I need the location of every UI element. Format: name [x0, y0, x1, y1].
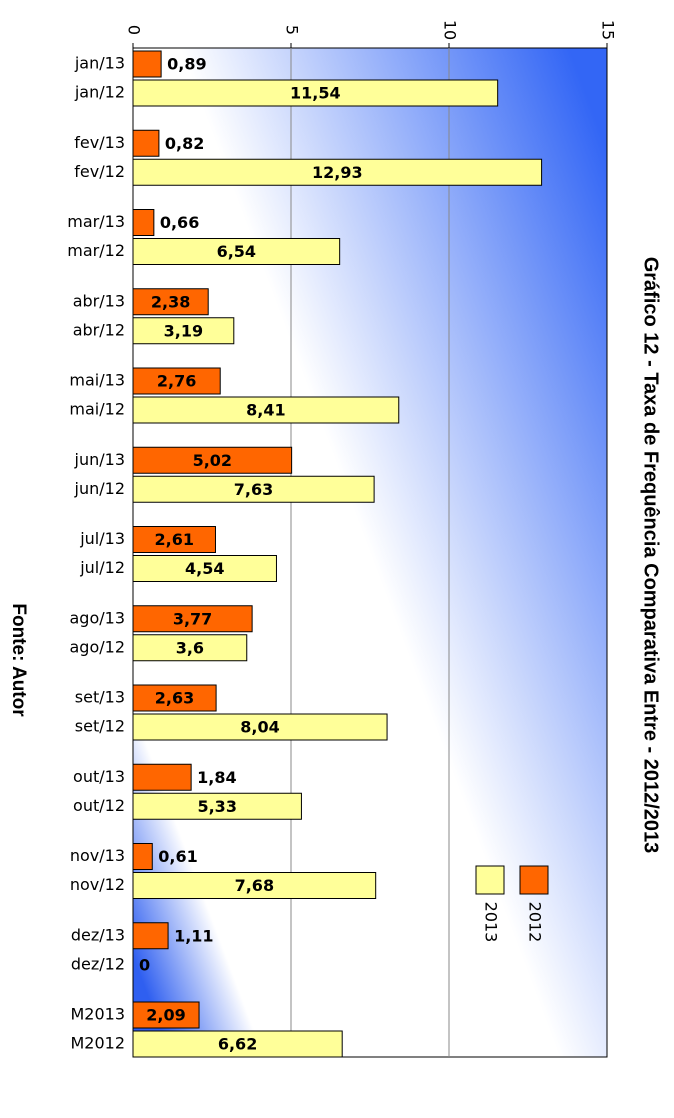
bar — [132, 475, 375, 503]
data-label: 3,6 — [176, 638, 204, 657]
bar — [132, 50, 162, 78]
y-tick-label: M2013 — [70, 1005, 125, 1024]
bar — [132, 158, 543, 186]
data-label: 8,04 — [240, 718, 279, 737]
bar — [132, 763, 192, 791]
x-tick-label: 10 — [441, 20, 460, 40]
chart-title: Gráfico 12 - Taxa de Frequência Comparat… — [640, 257, 662, 854]
bar — [132, 922, 169, 950]
y-tick-label: ago/13 — [70, 608, 126, 627]
data-label: 2,61 — [154, 530, 193, 549]
data-label: 12,93 — [312, 163, 363, 182]
data-label: 2,63 — [155, 689, 194, 708]
data-label: 0,61 — [158, 847, 197, 866]
bar — [132, 713, 388, 741]
bar — [132, 288, 209, 316]
data-label: 5,33 — [197, 797, 236, 816]
y-tick-label: out/12 — [73, 796, 125, 815]
y-tick-label: set/12 — [75, 717, 125, 736]
bar — [132, 1001, 200, 1029]
data-label: 1,11 — [174, 926, 213, 945]
y-tick-label: abr/12 — [73, 320, 125, 339]
bar — [132, 792, 302, 820]
y-tick-label: jan/13 — [74, 54, 125, 73]
y-tick-label: jan/12 — [74, 83, 125, 102]
legend-label: 2013 — [482, 902, 501, 943]
bar — [132, 872, 377, 899]
bar — [132, 843, 153, 870]
data-label: 0,89 — [167, 55, 206, 74]
data-label: 2,76 — [157, 372, 196, 391]
y-tick-label: jul/12 — [79, 558, 125, 577]
bar — [132, 684, 217, 712]
legend-swatch — [519, 865, 549, 895]
bar — [132, 526, 216, 553]
y-tick-label: fev/12 — [74, 162, 125, 181]
bar — [132, 317, 235, 345]
data-label: 8,41 — [246, 401, 285, 420]
bar — [132, 446, 293, 474]
bar — [132, 605, 253, 633]
data-label: 2,38 — [151, 292, 190, 311]
data-label: 7,68 — [235, 876, 274, 895]
x-tick-label: 5 — [283, 25, 302, 35]
data-label: 6,54 — [217, 242, 256, 261]
x-tick-label: 15 — [599, 20, 618, 40]
data-label: 4,54 — [185, 559, 224, 578]
data-label: 5,02 — [193, 451, 232, 470]
y-tick-label: mai/13 — [69, 371, 125, 390]
y-tick-label: out/13 — [73, 767, 125, 786]
data-label: 11,54 — [290, 84, 341, 103]
data-label: 7,63 — [234, 480, 273, 499]
y-tick-label: jun/13 — [74, 450, 125, 469]
y-tick-label: M2012 — [70, 1034, 125, 1053]
data-label: 3,19 — [164, 321, 203, 340]
source: Fonte: Autor — [8, 603, 29, 717]
y-tick-label: jul/13 — [79, 529, 125, 548]
y-tick-label: dez/13 — [71, 925, 125, 944]
data-label: 3,77 — [173, 609, 212, 628]
data-label: 6,62 — [218, 1035, 257, 1054]
bar — [132, 129, 160, 157]
bar — [132, 79, 499, 107]
legend-swatch — [475, 865, 505, 895]
bar — [132, 634, 248, 662]
bar — [132, 209, 155, 236]
data-label: 0,82 — [165, 134, 204, 153]
data-label: 1,84 — [197, 768, 236, 787]
y-tick-label: jun/12 — [74, 479, 125, 498]
x-tick-label: 0 — [125, 25, 144, 35]
bar — [132, 555, 277, 582]
y-tick-label: abr/13 — [73, 291, 125, 310]
y-tick-label: ago/12 — [70, 637, 126, 656]
y-tick-label: nov/12 — [70, 875, 125, 894]
y-tick-label: dez/12 — [71, 954, 125, 973]
data-label: 0,66 — [160, 213, 199, 232]
y-tick-label: nov/13 — [70, 846, 125, 865]
y-tick-label: mar/13 — [67, 212, 125, 231]
y-tick-label: mar/12 — [67, 241, 125, 260]
legend-label: 2012 — [526, 902, 545, 943]
bar — [132, 238, 341, 265]
data-label: 2,09 — [146, 1006, 185, 1025]
y-tick-label: mai/12 — [69, 400, 125, 419]
bar — [132, 367, 221, 395]
bar — [132, 396, 400, 424]
y-tick-label: set/13 — [75, 688, 125, 707]
y-tick-label: fev/13 — [74, 133, 125, 152]
data-label: 0 — [139, 955, 150, 974]
bar — [132, 1030, 343, 1058]
